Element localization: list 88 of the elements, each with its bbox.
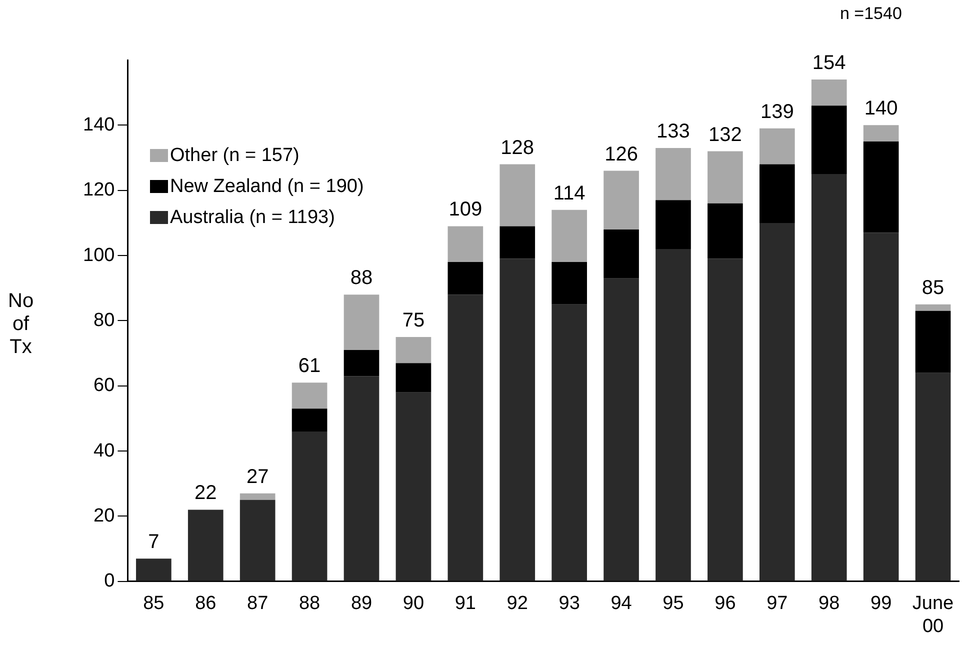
- y-tick-label: 120: [83, 180, 115, 201]
- bar: [863, 125, 899, 142]
- total-label: 126: [604, 143, 638, 166]
- total-label: 109: [448, 198, 482, 221]
- text: n =1540: [840, 4, 902, 24]
- bar: [240, 493, 276, 500]
- bar: [240, 500, 276, 581]
- bar: [759, 164, 795, 223]
- total-label: 140: [864, 98, 898, 120]
- y-tick-label: 40: [94, 440, 115, 462]
- y-tick-label: 140: [83, 114, 115, 136]
- total-label: 114: [553, 182, 586, 204]
- bar: [915, 372, 951, 581]
- bar: [500, 164, 536, 226]
- bar: [915, 304, 951, 311]
- bar: [292, 382, 328, 409]
- y-tick-label: 0: [104, 570, 115, 592]
- bar: [344, 350, 380, 376]
- bar: [396, 392, 432, 581]
- bar: [708, 151, 743, 204]
- bar: [863, 232, 899, 581]
- bar: [759, 222, 795, 581]
- x-tick-label: 98: [818, 593, 840, 614]
- y-tick-label: 20: [94, 505, 115, 526]
- bar: [656, 148, 691, 200]
- x-tick-label: 94: [610, 593, 632, 614]
- x-tick-label: June 00: [912, 593, 954, 637]
- bar: [708, 258, 743, 581]
- bar: [396, 336, 432, 364]
- x-tick-label: 87: [247, 593, 268, 614]
- total-label: 154: [812, 52, 846, 74]
- x-tick-label: 93: [558, 593, 580, 614]
- legend-label: Other (n = 157): [170, 144, 300, 166]
- bar: [344, 376, 380, 581]
- bar: [915, 310, 951, 373]
- total-label: 75: [402, 310, 425, 332]
- legend-label: Australia (n = 1193): [170, 206, 335, 228]
- bar: [500, 258, 536, 581]
- bar: [188, 510, 224, 581]
- total-label: 61: [298, 355, 321, 378]
- bar: [396, 363, 432, 392]
- x-tick-label: 91: [454, 593, 476, 614]
- x-tick-label: 90: [402, 593, 424, 614]
- bar: [604, 229, 639, 278]
- bar: [292, 408, 328, 432]
- bar: [448, 226, 484, 262]
- bar: [604, 278, 639, 581]
- bar: [448, 294, 484, 581]
- bar: [344, 294, 380, 350]
- bar: [656, 249, 691, 581]
- bar: [552, 304, 587, 581]
- bar: [552, 262, 587, 304]
- total-label: 85: [922, 276, 944, 299]
- total-label: 133: [656, 120, 690, 142]
- legend-label: New Zealand (n = 190): [170, 176, 364, 198]
- x-tick-label: 97: [766, 593, 788, 614]
- total-label: 139: [760, 100, 794, 123]
- y-axis-title: No of Tx: [8, 290, 34, 359]
- bar: [448, 262, 484, 295]
- y-tick-label: 60: [94, 375, 115, 396]
- bar: [811, 174, 847, 581]
- total-label: 88: [350, 267, 373, 290]
- total-label: 128: [500, 136, 534, 159]
- x-tick-label: 88: [298, 593, 320, 614]
- bar: [552, 210, 587, 262]
- bar: [604, 170, 639, 230]
- bar: [292, 432, 328, 581]
- bar: [759, 128, 795, 164]
- bar: [811, 80, 847, 106]
- bar: [656, 200, 691, 250]
- total-label: 22: [194, 482, 217, 504]
- total-label: 132: [708, 124, 742, 146]
- total-label: 7: [148, 531, 160, 554]
- total-label: 27: [246, 466, 269, 488]
- x-tick-label: 86: [195, 593, 216, 614]
- x-tick-label: 85: [143, 593, 164, 614]
- y-tick-label: 80: [94, 310, 115, 331]
- bar: [811, 106, 847, 174]
- y-tick-label: 100: [83, 244, 115, 266]
- x-tick-label: 99: [870, 593, 892, 614]
- bar: [500, 226, 536, 259]
- x-tick-label: 95: [662, 593, 684, 614]
- x-tick-label: 96: [714, 593, 736, 614]
- bar: [136, 558, 172, 581]
- bar: [863, 141, 899, 233]
- x-tick-label: 92: [506, 593, 528, 614]
- bar: [708, 203, 743, 259]
- x-tick-label: 89: [350, 593, 372, 614]
